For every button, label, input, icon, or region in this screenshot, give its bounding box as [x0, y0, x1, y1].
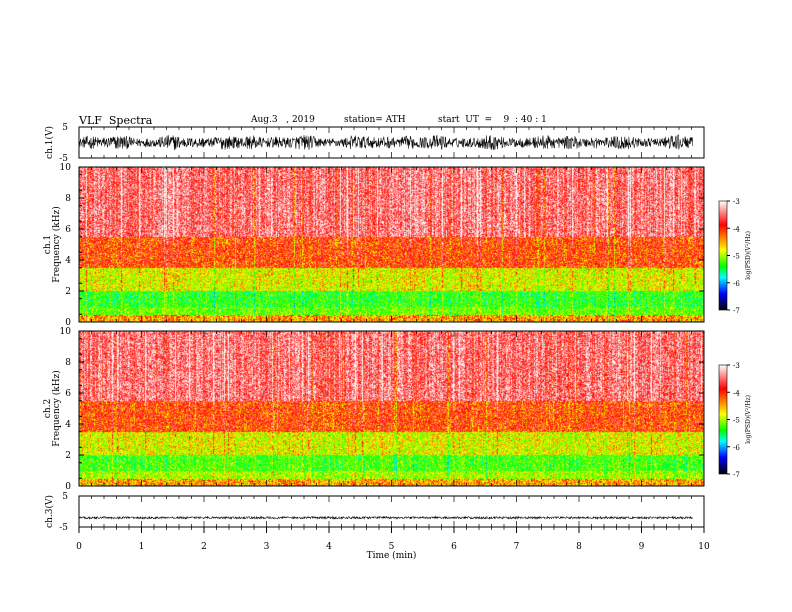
ch2-spectrogram-image	[79, 331, 704, 486]
x-tick-label: 3	[264, 542, 270, 552]
ch2-spectrogram-ytick-label: 8	[65, 358, 71, 368]
ch1-waveform-ytick-label: -5	[59, 154, 68, 164]
ch2-spectrogram-cbar-tick-label: -4	[733, 389, 740, 397]
ch2-spectrogram-colorbar	[718, 364, 728, 475]
ch1-spectrogram-cbar-tick-label: -5	[733, 253, 740, 261]
x-tick-label: 1	[139, 542, 145, 552]
x-tick-label: 10	[698, 542, 710, 552]
x-tick-label: 9	[639, 542, 645, 552]
x-tick-label: 7	[514, 542, 520, 552]
x-tick-label: 0	[76, 542, 82, 552]
ch2-spectrogram-cbar-tick-label: -6	[733, 444, 740, 452]
start-time-label: start UT = 9 : 40 : 1	[438, 115, 547, 125]
ch1-spectrogram-ylabel: Frequency (kHz)	[51, 206, 62, 283]
ch1-spectrogram-cbar-tick-label: -3	[733, 198, 740, 206]
station-label: station= ATH	[344, 115, 406, 125]
ch1-waveform-ylabel: ch.1(V)	[44, 126, 55, 159]
ch1-spectrogram: 0 2 4 6 8 10 ch.1 Frequency (kHz) -3 -4 -5 -6 -7 log(…	[43, 163, 752, 328]
ch3-waveform-ytick-label: 5	[62, 492, 68, 502]
figure-title: VLF Spectra	[79, 114, 153, 127]
x-tick-label: 6	[451, 542, 457, 552]
ch1-waveform-trace	[78, 134, 694, 151]
ch1-spectrogram-ytick-label: 6	[65, 225, 71, 235]
ch2-spectrogram-ylabel: Frequency (kHz)	[51, 370, 62, 447]
ch1-spectrogram-ytick-label: 8	[65, 194, 71, 204]
ch2-spectrogram-ytick-label: 0	[65, 482, 71, 492]
x-axis-label: Time (min)	[367, 550, 417, 561]
ch2-spectrogram-cbar-tick-label: -3	[733, 362, 740, 370]
ch1-spectrogram-cbar-tick-label: -7	[733, 307, 740, 315]
x-tick-label: 4	[326, 542, 332, 552]
ch2-spectrogram-ytick-label: 6	[65, 389, 71, 399]
ch1-spectrogram-ytick-label: 4	[65, 256, 71, 266]
ch1-spectrogram-image	[79, 167, 704, 322]
x-tick-label: 2	[201, 542, 207, 552]
date-label: Aug.3 , 2019	[251, 115, 315, 125]
ch3-waveform-trace	[78, 515, 694, 520]
ch1-waveform-ytick-label: 5	[62, 123, 68, 133]
ch3-waveform-ylabel: ch.3(V)	[44, 495, 55, 528]
x-tick-label: 8	[576, 542, 582, 552]
ch3-waveform-ytick-label: -5	[59, 523, 68, 533]
ch2-spectrogram-cbar-label: log(PSD)(V²/Hz)	[745, 395, 752, 444]
ch1-waveform: 5 -5 ch.1(V)	[44, 123, 705, 164]
ch1-spectrogram-ytick-label: 2	[65, 287, 71, 297]
ch2-spectrogram-cbar-tick-label: -7	[733, 471, 740, 479]
ch1-spectrogram-ylabel: ch.1	[43, 235, 53, 254]
x-tick-label: 5	[389, 542, 395, 552]
ch2-spectrogram-ytick-label: 2	[65, 451, 71, 461]
ch3-waveform: 5 -5 ch.3(V)	[44, 492, 705, 533]
ch1-spectrogram-cbar-label: log(PSD)(V²/Hz)	[745, 231, 752, 280]
ch1-spectrogram-colorbar	[718, 200, 728, 311]
ch1-spectrogram-ytick-label: 10	[60, 163, 72, 173]
ch1-spectrogram-cbar-tick-label: -4	[733, 225, 740, 233]
ch2-spectrogram-cbar-tick-label: -5	[733, 417, 740, 425]
ch1-spectrogram-ytick-label: 0	[65, 318, 71, 328]
ch2-spectrogram-ytick-label: 4	[65, 420, 71, 430]
ch2-spectrogram-ylabel: ch.2	[43, 399, 53, 418]
ch2-spectrogram-ytick-label: 10	[60, 327, 72, 337]
ch1-spectrogram-cbar-tick-label: -6	[733, 280, 740, 288]
ch2-spectrogram: 0 2 4 6 8 10 ch.2 Frequency (kHz) -3 -4 -5 -6 -7 log(…	[43, 327, 752, 492]
time-axis: 0 1 2 3 4 5 6 7 8 9 10 Time (min)	[76, 127, 710, 561]
